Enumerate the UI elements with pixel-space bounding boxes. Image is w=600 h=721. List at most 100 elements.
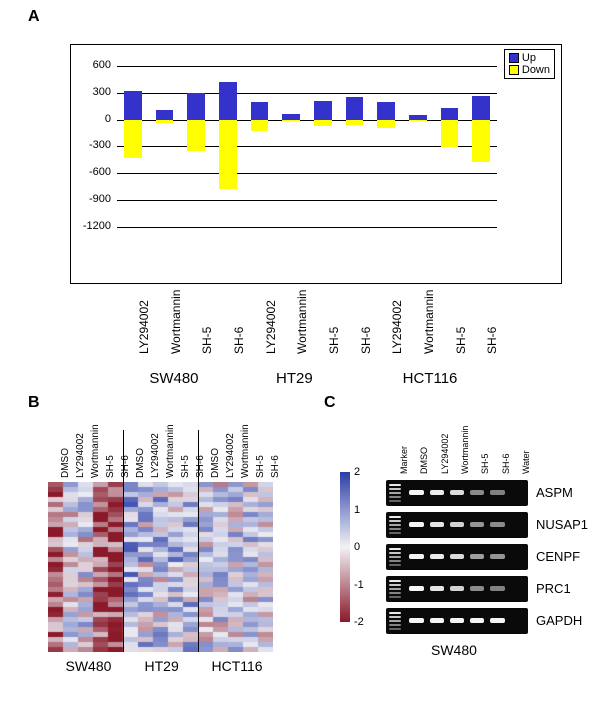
- bar-down: [219, 120, 236, 189]
- x-tick-label: SH-5: [454, 327, 468, 354]
- heatmap-col-label: SH-5: [105, 455, 116, 478]
- panel-c: 210-1-2MarkerDMSOLY294002WortmanninSH-5S…: [340, 430, 590, 700]
- gel-band: [409, 490, 423, 495]
- bar-down: [377, 120, 394, 128]
- heatmap-col-label: SH-6: [270, 455, 281, 478]
- colorbar-tick: 2: [354, 466, 360, 478]
- colorbar: [340, 472, 350, 622]
- colorbar-tick: -2: [354, 616, 364, 628]
- gene-label: CENPF: [536, 549, 580, 564]
- y-tick-label: -900: [71, 193, 111, 205]
- x-tick-label: LY294002: [264, 300, 278, 354]
- gel-col-label: DMSO: [419, 447, 429, 474]
- gel-ladder-band: [389, 524, 401, 526]
- gel-ladder-band: [389, 516, 401, 518]
- x-tick-label: SH-5: [200, 327, 214, 354]
- gel-band: [409, 618, 423, 623]
- heatmap-group-label: HT29: [145, 658, 179, 674]
- y-tick-label: 600: [71, 59, 111, 71]
- gel-band: [470, 490, 484, 495]
- gel-band: [430, 586, 444, 591]
- gel-ladder-band: [389, 520, 401, 522]
- heatmap-group-label: SW480: [66, 658, 112, 674]
- gel-ladder-band: [389, 484, 401, 486]
- bar-down: [282, 120, 299, 121]
- gel-ladder-band: [389, 592, 401, 594]
- legend-up: Up: [509, 52, 550, 64]
- x-tick-label: SH-5: [327, 327, 341, 354]
- gel-ladder-band: [389, 548, 401, 550]
- bar-up: [472, 96, 489, 119]
- heatmap-col-label: SH-5: [180, 455, 191, 478]
- panel-a: 6003000-300-600-900-1200 Up Down LY29400…: [70, 40, 562, 370]
- heatmap-col-label: LY294002: [150, 433, 161, 478]
- y-tick-label: -1200: [71, 220, 111, 232]
- legend-swatch-up: [509, 53, 519, 63]
- gel-ladder-band: [389, 628, 401, 630]
- group-label: HT29: [276, 370, 313, 387]
- legend-label-up: Up: [522, 52, 536, 64]
- panel-b: DMSOLY294002WortmanninSH-5SH-6DMSOLY2940…: [48, 430, 310, 700]
- gel-ladder-band: [389, 552, 401, 554]
- gridline: [117, 66, 497, 67]
- gel-band: [450, 618, 464, 623]
- heatmap-col-label: LY294002: [75, 433, 86, 478]
- heatmap-col-label: SH-5: [255, 455, 266, 478]
- heatmap-col-label: Wortmannin: [90, 424, 101, 478]
- gel-band: [430, 554, 444, 559]
- x-tick-label: Wortmannin: [295, 290, 309, 354]
- bar-down: [251, 120, 268, 132]
- bar-up: [441, 108, 458, 120]
- gel-band: [430, 522, 444, 527]
- gel-ladder-band: [389, 624, 401, 626]
- heatmap-col-label: Wortmannin: [165, 424, 176, 478]
- gel-col-label: SH-6: [501, 453, 511, 474]
- y-tick-label: -300: [71, 139, 111, 151]
- gene-label: GAPDH: [536, 613, 582, 628]
- gel-band: [490, 554, 504, 559]
- legend-label-down: Down: [522, 64, 550, 76]
- gene-label: NUSAP1: [536, 517, 588, 532]
- gel-ladder-band: [389, 528, 401, 530]
- gel-band: [409, 554, 423, 559]
- heatmap-col-label: SH-6: [120, 455, 131, 478]
- x-tick-label: Wortmannin: [169, 290, 183, 354]
- bar-down: [314, 120, 331, 126]
- x-tick-label: LY294002: [390, 300, 404, 354]
- bar-up: [314, 101, 331, 120]
- gel-ladder-band: [389, 532, 401, 534]
- gel-ladder-band: [389, 584, 401, 586]
- x-tick-label: LY294002: [137, 300, 151, 354]
- x-tick-label: SH-6: [359, 327, 373, 354]
- heatmap-canvas: [48, 482, 273, 652]
- gel-ladder-band: [389, 612, 401, 614]
- bar-down: [187, 120, 204, 151]
- heatmap-col-label: DMSO: [210, 448, 221, 478]
- bar-down: [346, 120, 363, 125]
- colorbar-tick: -1: [354, 579, 364, 591]
- gel-band: [450, 522, 464, 527]
- gel-ladder-band: [389, 488, 401, 490]
- y-tick-label: 300: [71, 86, 111, 98]
- gel-ladder-band: [389, 556, 401, 558]
- x-tick-label: Wortmannin: [422, 290, 436, 354]
- gridline: [117, 93, 497, 94]
- legend-swatch-down: [509, 65, 519, 75]
- gene-label: ASPM: [536, 485, 573, 500]
- legend-down: Down: [509, 64, 550, 76]
- gel-band: [490, 586, 504, 591]
- heatmap-col-label: DMSO: [135, 448, 146, 478]
- bar-down: [441, 120, 458, 148]
- heatmap-group-label: HCT116: [212, 658, 263, 674]
- bar-up: [377, 102, 394, 120]
- bar-down: [472, 120, 489, 162]
- group-label: HCT116: [403, 370, 458, 387]
- gel-band: [470, 554, 484, 559]
- bar-chart-plot: 6003000-300-600-900-1200: [117, 57, 497, 227]
- gel-band: [490, 490, 504, 495]
- colorbar-tick: 1: [354, 504, 360, 516]
- gel-band: [490, 618, 504, 623]
- gel-band: [409, 522, 423, 527]
- gel-band: [409, 586, 423, 591]
- heatmap-separator: [123, 430, 124, 652]
